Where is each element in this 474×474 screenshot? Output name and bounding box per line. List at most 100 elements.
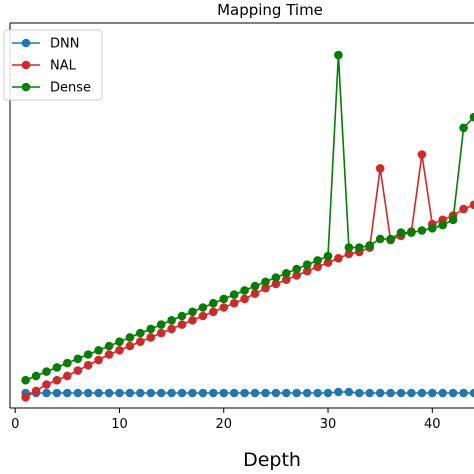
legend-swatch-marker-dense [21, 82, 31, 92]
legend-swatch-marker-nal [21, 60, 31, 70]
data-point-dnn [407, 388, 416, 398]
data-point-dense [156, 320, 166, 329]
chart-title: Mapping Time [217, 1, 323, 19]
data-point-nal [459, 204, 468, 214]
legend-box [3, 29, 103, 101]
data-point-nal [73, 366, 83, 375]
data-point-dense [52, 363, 62, 372]
data-point-dense [104, 341, 114, 351]
data-point-dnn [323, 388, 333, 398]
data-point-dense [21, 375, 30, 385]
data-point-dnn [365, 388, 375, 398]
data-point-dnn [209, 388, 218, 398]
data-point-dense [31, 371, 41, 381]
data-point-nal [313, 262, 322, 272]
data-point-dnn [198, 388, 208, 398]
data-point-dnn [52, 388, 62, 398]
data-point-dnn [177, 388, 187, 398]
data-point-nal [344, 249, 354, 259]
data-point-dense [323, 251, 333, 261]
data-point-dnn [240, 388, 249, 398]
data-point-dnn [42, 388, 51, 398]
data-point-dnn [469, 388, 474, 398]
data-point-nal [229, 298, 239, 308]
data-point-nal [219, 303, 229, 312]
data-point-dnn [73, 388, 83, 398]
data-point-dense [282, 269, 291, 278]
data-point-dense [459, 123, 468, 133]
data-point-nal [52, 375, 62, 385]
data-point-dnn [292, 388, 302, 398]
x-tick-label: 40 [424, 417, 441, 432]
data-point-nal [31, 386, 41, 396]
data-point-dnn [438, 388, 448, 398]
data-point-dense [146, 324, 156, 334]
data-point-dnn [104, 388, 114, 398]
legend-label-nal: NAL [50, 59, 77, 74]
data-point-dense [198, 303, 208, 312]
data-point-nal [177, 320, 187, 329]
data-point-nal [323, 258, 333, 267]
data-point-nal [250, 289, 260, 298]
data-point-dense [396, 228, 406, 237]
series-line-nal [25, 154, 474, 398]
data-point-dense [355, 243, 364, 252]
data-point-dnn [344, 387, 354, 397]
data-point-dense [83, 350, 93, 359]
data-point-dense [63, 358, 72, 368]
data-point-dnn [459, 388, 468, 398]
x-axis-label: Depth [243, 449, 301, 471]
data-point-nal [146, 333, 156, 342]
data-point-dnn [63, 388, 72, 398]
data-point-dense [438, 220, 448, 230]
data-point-nal [282, 275, 291, 285]
data-point-nal [261, 283, 270, 293]
data-point-dnn [94, 388, 103, 398]
data-point-dense [302, 260, 312, 270]
data-point-nal [469, 200, 474, 210]
data-point-dense [177, 311, 187, 321]
data-point-dnn [355, 388, 364, 398]
data-point-nal [136, 337, 145, 347]
data-point-dense [386, 234, 395, 244]
data-point-nal [302, 266, 312, 276]
data-point-dense [73, 354, 83, 364]
data-point-nal [375, 164, 385, 173]
data-point-nal [104, 350, 114, 359]
data-point-dnn [313, 388, 322, 398]
data-point-dense [292, 264, 302, 274]
data-point-nal [156, 328, 166, 338]
data-point-dnn [417, 388, 427, 398]
data-point-dnn [250, 388, 260, 398]
data-point-dnn [188, 388, 197, 398]
data-point-dense [136, 328, 145, 338]
data-point-dnn [229, 388, 239, 398]
data-point-nal [334, 253, 343, 263]
data-point-dense [219, 294, 229, 304]
data-point-dense [344, 243, 354, 252]
data-point-dense [375, 234, 385, 244]
data-point-nal [83, 360, 93, 370]
data-point-dense [188, 307, 197, 317]
data-point-dnn [334, 387, 343, 397]
data-point-dense [448, 215, 458, 225]
data-point-dnn [428, 388, 437, 398]
data-point-nal [188, 316, 197, 325]
data-point-nal [94, 355, 103, 365]
data-point-dnn [386, 388, 395, 398]
x-tick-label: 20 [215, 417, 232, 432]
data-point-dnn [146, 388, 156, 398]
legend-label-dense: Dense [50, 81, 91, 96]
data-point-dense [94, 346, 103, 355]
data-point-dnn [115, 388, 124, 398]
data-point-dense [428, 224, 437, 233]
legend-label-dnn: DNN [50, 37, 79, 52]
data-point-dense [42, 367, 51, 376]
data-point-nal [209, 307, 218, 317]
data-point-dense [250, 281, 260, 291]
data-point-dense [334, 50, 343, 60]
data-point-dnn [83, 388, 93, 398]
data-point-nal [115, 346, 124, 355]
axes: 0 10 20 30 40 [9, 22, 474, 432]
